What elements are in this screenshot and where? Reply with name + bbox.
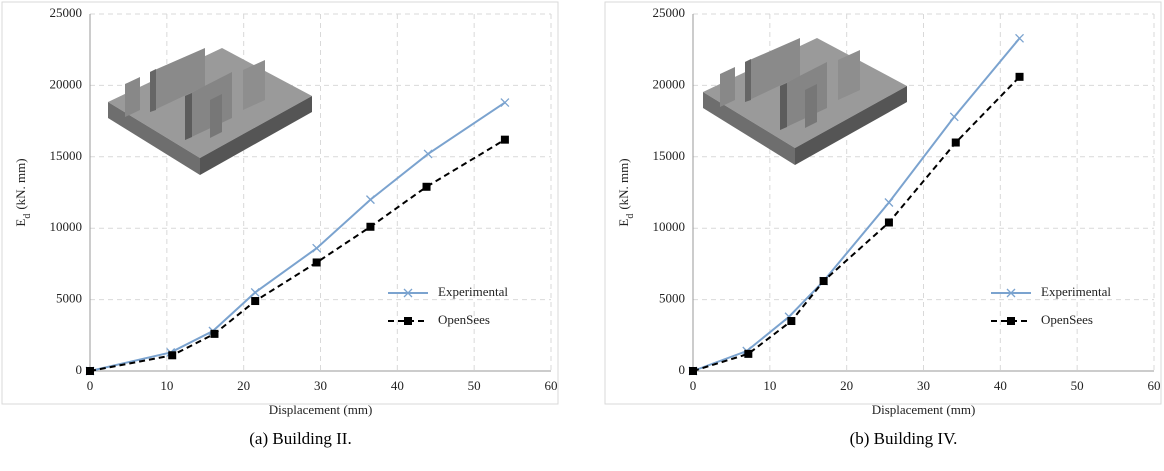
point xyxy=(251,288,259,296)
point xyxy=(885,198,893,206)
y-tick-label: 10000 xyxy=(653,219,686,234)
chart: 0 5000 10000 15000 20000 25000 0 10 20 30 40 50 60 Di… xyxy=(2,2,558,448)
x-tick-label: 40 xyxy=(391,378,404,393)
legend-marker xyxy=(404,317,412,325)
x-tick-label: 20 xyxy=(237,378,250,393)
building-inset xyxy=(703,38,907,165)
x-tick-label: 30 xyxy=(314,378,327,393)
y-tick-label: 0 xyxy=(76,362,83,377)
x-tick-label: 50 xyxy=(468,378,481,393)
point xyxy=(950,113,958,121)
point xyxy=(787,317,795,325)
y-tick-label: 25000 xyxy=(50,5,83,20)
point xyxy=(501,99,509,107)
x-tick-label: 40 xyxy=(994,378,1007,393)
x-tick-label: 50 xyxy=(1071,378,1084,393)
legend-label: OpenSees xyxy=(1041,312,1093,327)
building-inset xyxy=(108,48,312,175)
point xyxy=(210,330,218,338)
x-tick-label: 10 xyxy=(763,378,776,393)
y-label-symbol: E xyxy=(616,219,631,227)
chart: 0 5000 10000 15000 20000 25000 0 10 20 30 40 50 60 Di… xyxy=(605,2,1161,448)
legend-label: OpenSees xyxy=(438,312,490,327)
legend-marker xyxy=(1007,317,1015,325)
point xyxy=(501,136,509,144)
y-tick-label: 5000 xyxy=(56,291,82,306)
y-label-subscript: d xyxy=(625,214,636,219)
x-tick-label: 30 xyxy=(917,378,930,393)
figure: 05000100001500020000250000102030405060Di… xyxy=(0,0,1164,471)
legend-label: Experimental xyxy=(1041,284,1111,299)
y-tick-label: 20000 xyxy=(50,76,83,91)
y-tick-label: 5000 xyxy=(659,291,685,306)
point xyxy=(251,297,259,305)
y-tick-label: 15000 xyxy=(653,148,686,163)
x-tick-label: 10 xyxy=(160,378,173,393)
point xyxy=(86,367,94,375)
point xyxy=(366,196,374,204)
x-axis-label: Displacement (mm) xyxy=(269,402,373,417)
point xyxy=(1016,73,1024,81)
point xyxy=(313,258,321,266)
x-axis-label: Displacement (mm) xyxy=(872,402,976,417)
point xyxy=(820,277,828,285)
y-label-unit: (kN. mm) xyxy=(616,158,631,209)
point xyxy=(168,351,176,359)
legend-label: Experimental xyxy=(438,284,508,299)
point xyxy=(1016,34,1024,42)
point xyxy=(689,367,697,375)
point xyxy=(952,139,960,147)
point xyxy=(423,183,431,191)
y-tick-label: 0 xyxy=(679,362,686,377)
y-axis-label: Ed (kN. mm) xyxy=(13,158,33,226)
y-tick-label: 25000 xyxy=(653,5,686,20)
caption: (a) Building II. xyxy=(249,429,351,448)
y-label-symbol: E xyxy=(13,219,28,227)
point xyxy=(885,218,893,226)
point xyxy=(313,244,321,252)
y-axis-label: Ed (kN. mm) xyxy=(616,158,636,226)
x-tick-label: 0 xyxy=(690,378,697,393)
y-tick-label: 10000 xyxy=(50,219,83,234)
y-label-subscript: d xyxy=(22,214,33,219)
x-tick-label: 60 xyxy=(545,378,558,393)
x-tick-label: 60 xyxy=(1148,378,1161,393)
x-tick-label: 20 xyxy=(840,378,853,393)
y-tick-label: 20000 xyxy=(653,76,686,91)
point xyxy=(366,223,374,231)
series-line xyxy=(90,140,505,371)
caption: (b) Building IV. xyxy=(850,429,958,448)
point xyxy=(744,350,752,358)
y-tick-label: 15000 xyxy=(50,148,83,163)
y-label-unit: (kN. mm) xyxy=(13,158,28,209)
point xyxy=(424,150,432,158)
x-tick-label: 0 xyxy=(87,378,94,393)
